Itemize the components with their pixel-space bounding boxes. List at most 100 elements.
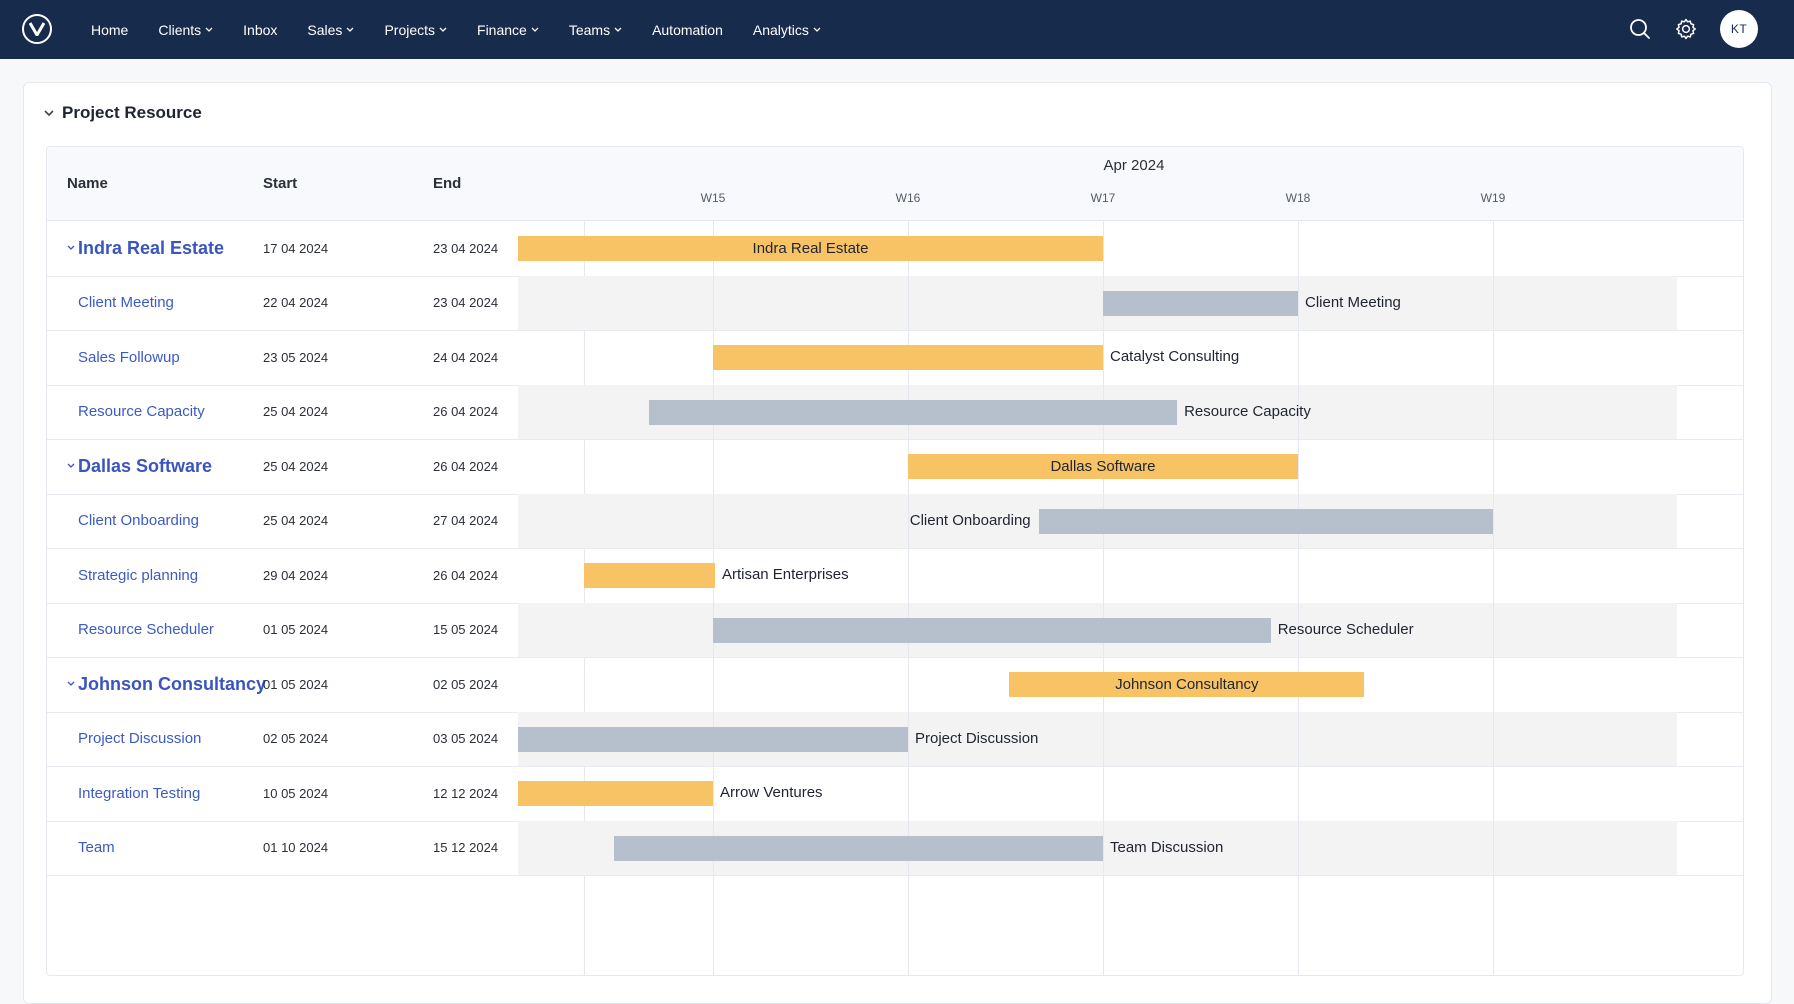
group-name-link[interactable]: Johnson Consultancy xyxy=(78,673,267,694)
nav-item-label: Home xyxy=(91,21,129,38)
chevron-down-icon[interactable] xyxy=(67,463,75,469)
nav-item-inbox[interactable]: Inbox xyxy=(228,0,292,59)
bar-label: Client Onboarding xyxy=(909,511,1031,529)
start-date: 01 05 2024 xyxy=(263,676,329,692)
end-date: 26 04 2024 xyxy=(433,567,499,583)
nav-item-home[interactable]: Home xyxy=(76,0,143,59)
task-row[interactable]: Client Meeting 22 04 2024 23 04 2024 xyxy=(47,275,1743,331)
chevron-down-icon xyxy=(44,109,54,116)
search-icon[interactable] xyxy=(1628,17,1652,41)
chevron-down-icon xyxy=(531,27,539,32)
week-label: W15 xyxy=(700,191,726,205)
week-gridline xyxy=(1493,221,1494,975)
start-date: 01 05 2024 xyxy=(263,622,329,638)
start-date: 25 04 2024 xyxy=(263,404,329,420)
bar-label: Resource Capacity xyxy=(1184,402,1311,420)
start-date: 01 10 2024 xyxy=(263,840,329,856)
column-header-name[interactable]: Name xyxy=(67,175,108,192)
task-bar[interactable] xyxy=(713,345,1103,371)
divider xyxy=(584,221,585,975)
nav-item-label: Sales xyxy=(307,21,343,38)
grid-header: Name Start End Apr 2024 W15 W16 W17 W18 W19 xyxy=(47,147,1743,221)
task-name-link[interactable]: Integration Testing xyxy=(78,784,201,802)
task-bar[interactable] xyxy=(713,617,1271,643)
task-bar[interactable] xyxy=(1103,290,1298,316)
nav-item-label: Inbox xyxy=(243,21,278,38)
task-name-link[interactable]: Project Discussion xyxy=(78,730,202,748)
task-row[interactable]: Strategic planning 29 04 2024 26 04 2024 xyxy=(47,548,1743,604)
bar-label: Team Discussion xyxy=(1110,838,1224,856)
start-date: 02 05 2024 xyxy=(263,731,329,747)
panel-header[interactable]: Project Resource xyxy=(44,103,202,123)
task-bar[interactable] xyxy=(613,835,1103,861)
end-date: 12 12 2024 xyxy=(433,785,499,801)
nav-item-automation[interactable]: Automation xyxy=(637,0,738,59)
row-chart-background xyxy=(518,275,1677,330)
chevron-down-icon xyxy=(346,27,354,32)
start-date: 25 04 2024 xyxy=(263,513,329,529)
chevron-down-icon xyxy=(205,27,213,32)
nav-item-projects[interactable]: Projects xyxy=(369,0,462,59)
end-date: 26 04 2024 xyxy=(433,404,499,420)
nav-item-label: Projects xyxy=(384,21,436,38)
nav-item-label: Automation xyxy=(652,21,723,38)
week-label: W17 xyxy=(1090,191,1116,205)
bar-label: Catalyst Consulting xyxy=(1110,348,1240,366)
nav-item-teams[interactable]: Teams xyxy=(554,0,637,59)
task-name-link[interactable]: Team xyxy=(78,839,115,857)
nav-item-label: Clients xyxy=(158,21,202,38)
logo-icon[interactable] xyxy=(22,14,52,44)
start-date: 29 04 2024 xyxy=(263,567,329,583)
column-header-end[interactable]: End xyxy=(433,175,462,192)
end-date: 15 12 2024 xyxy=(433,840,499,856)
group-bar[interactable]: Dallas Software xyxy=(908,454,1298,480)
nav-item-label: Finance xyxy=(477,21,527,38)
group-name-link[interactable]: Indra Real Estate xyxy=(78,237,225,258)
task-name-link[interactable]: Client Meeting xyxy=(78,294,174,312)
column-header-start[interactable]: Start xyxy=(263,175,298,192)
end-date: 23 04 2024 xyxy=(433,240,499,256)
bar-label: Indra Real Estate xyxy=(752,240,869,258)
end-date: 03 05 2024 xyxy=(433,731,499,747)
end-date: 15 05 2024 xyxy=(433,622,499,638)
avatar[interactable]: KT xyxy=(1720,10,1758,48)
nav-item-clients[interactable]: Clients xyxy=(143,0,228,59)
nav-item-finance[interactable]: Finance xyxy=(462,0,554,59)
group-row[interactable]: Johnson Consultancy 01 05 2024 02 05 2024 xyxy=(47,657,1743,713)
bar-label: Resource Scheduler xyxy=(1277,620,1414,638)
gear-icon[interactable] xyxy=(1674,17,1698,41)
group-name-link[interactable]: Dallas Software xyxy=(78,455,213,476)
task-name-link[interactable]: Client Onboarding xyxy=(78,512,199,530)
end-date: 23 04 2024 xyxy=(433,295,499,311)
nav-item-label: Analytics xyxy=(752,21,809,38)
gantt-grid: Name Start End Apr 2024 W15 W16 W17 W18 W19 … xyxy=(46,146,1744,976)
chevron-down-icon xyxy=(813,27,821,32)
week-gridline xyxy=(1103,221,1104,975)
nav-item-label: Teams xyxy=(568,21,611,38)
nav-item-analytics[interactable]: Analytics xyxy=(738,0,836,59)
week-gridline xyxy=(908,221,909,975)
task-name-link[interactable]: Resource Capacity xyxy=(78,403,205,421)
nav-item-sales[interactable]: Sales xyxy=(292,0,369,59)
group-bar[interactable]: Johnson Consultancy xyxy=(1009,672,1365,698)
task-name-link[interactable]: Strategic planning xyxy=(78,566,199,584)
task-bar[interactable] xyxy=(518,726,908,752)
task-name-link[interactable]: Resource Scheduler xyxy=(78,621,214,639)
start-date: 25 04 2024 xyxy=(263,458,329,474)
task-row[interactable]: Integration Testing 10 05 2024 12 12 2024 xyxy=(47,766,1743,822)
task-bar[interactable] xyxy=(1038,508,1493,534)
week-gridline xyxy=(713,221,714,975)
group-bar[interactable]: Indra Real Estate xyxy=(518,236,1103,262)
group-row[interactable]: Dallas Software 25 04 2024 26 04 2024 xyxy=(47,439,1743,495)
task-name-link[interactable]: Sales Followup xyxy=(78,348,180,366)
chevron-down-icon xyxy=(439,27,447,32)
task-bar[interactable] xyxy=(648,399,1178,425)
start-date: 17 04 2024 xyxy=(263,240,329,256)
chevron-down-icon[interactable] xyxy=(67,681,75,687)
start-date: 10 05 2024 xyxy=(263,785,329,801)
task-bar[interactable] xyxy=(584,563,715,589)
task-bar[interactable] xyxy=(518,781,713,807)
end-date: 24 04 2024 xyxy=(433,349,499,365)
week-label: W18 xyxy=(1285,191,1311,205)
chevron-down-icon[interactable] xyxy=(67,245,75,251)
